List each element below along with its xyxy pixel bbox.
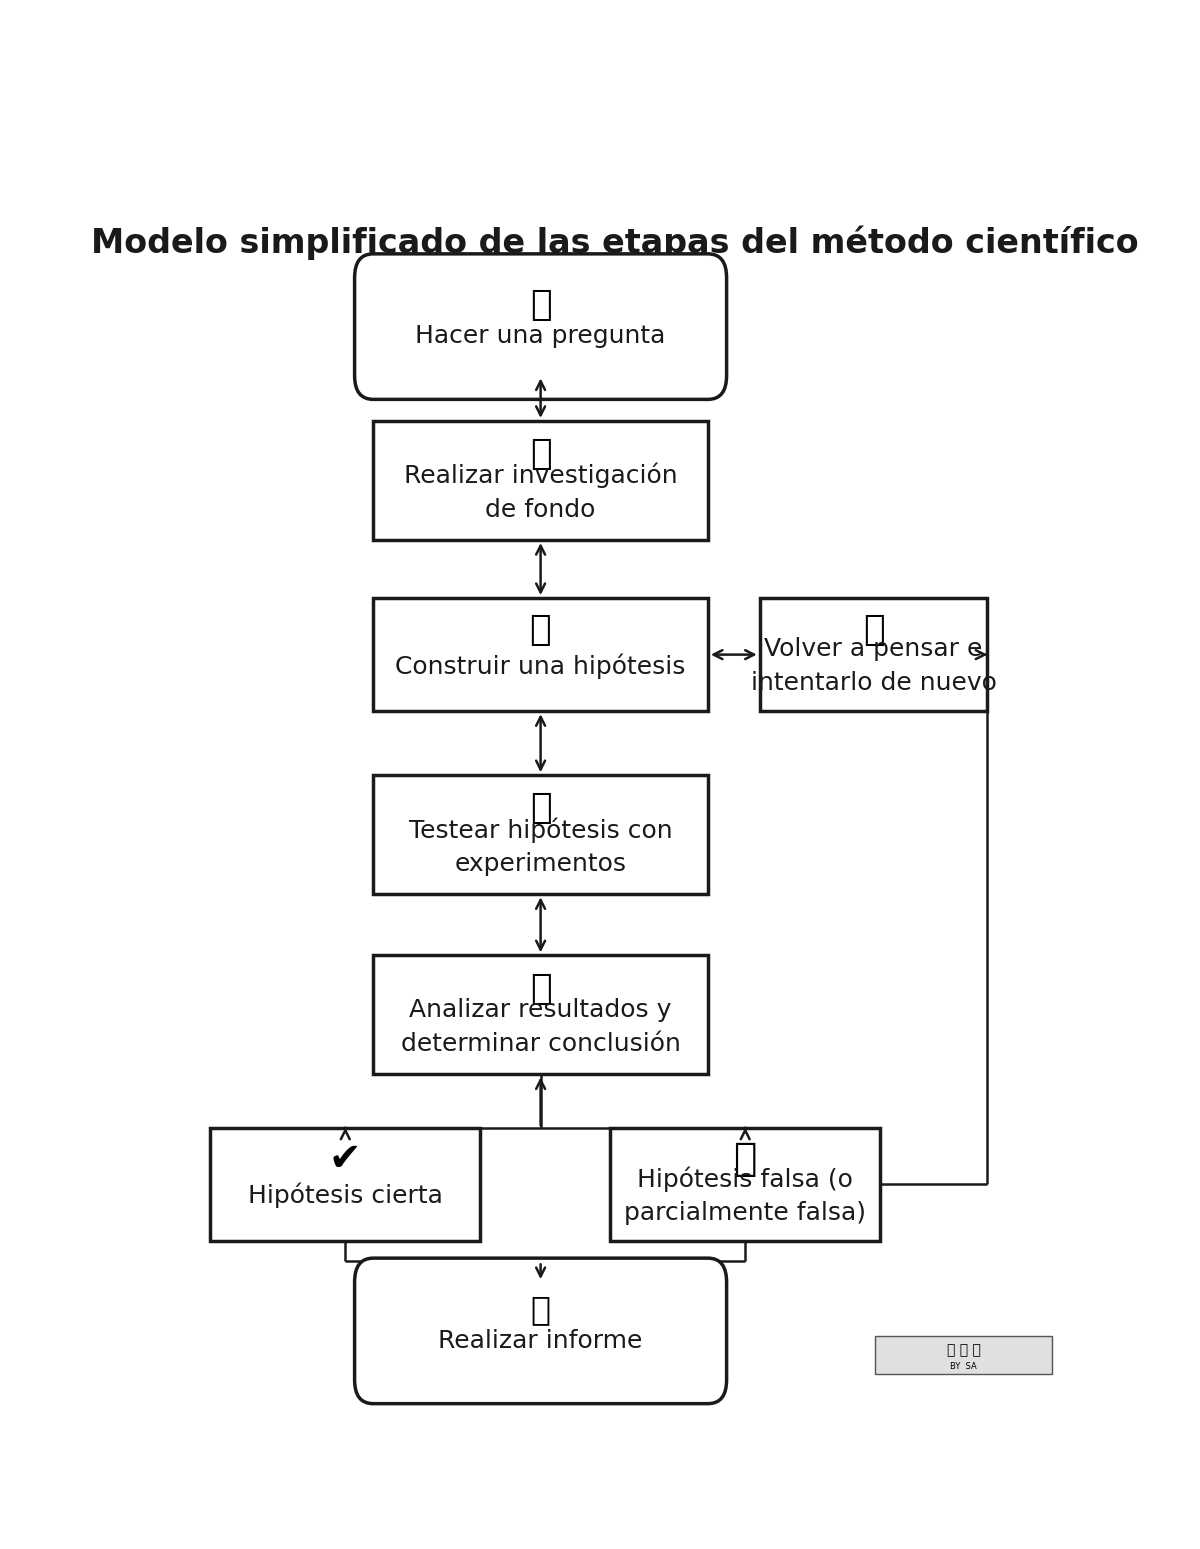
Text: Testear hipótesis con
experimentos: Testear hipótesis con experimentos [409, 818, 672, 877]
Text: Ⓒ Ⓘ Ⓜ: Ⓒ Ⓘ Ⓜ [947, 1343, 980, 1357]
FancyBboxPatch shape [611, 1128, 880, 1241]
Text: 🚀: 🚀 [529, 792, 552, 826]
FancyBboxPatch shape [355, 254, 727, 400]
Text: ✔️: ✔️ [329, 1140, 361, 1179]
Text: BY  SA: BY SA [950, 1362, 977, 1371]
Text: Analizar resultados y
determinar conclusión: Analizar resultados y determinar conclus… [401, 998, 680, 1055]
Text: 📚: 📚 [529, 437, 552, 471]
Text: Hipótesis cierta: Hipótesis cierta [248, 1183, 443, 1208]
FancyBboxPatch shape [373, 956, 708, 1075]
Text: 💡: 💡 [529, 971, 552, 1005]
Text: Construir una hipótesis: Construir una hipótesis [396, 654, 685, 678]
Text: ❌: ❌ [733, 1140, 757, 1179]
FancyBboxPatch shape [355, 1258, 727, 1403]
Text: Modelo simplificado de las etapas del método científico: Modelo simplificado de las etapas del mé… [91, 226, 1139, 260]
Text: 📋: 📋 [530, 1293, 551, 1326]
FancyBboxPatch shape [210, 1128, 480, 1241]
Text: 🧠: 🧠 [863, 613, 884, 646]
FancyBboxPatch shape [876, 1335, 1052, 1374]
FancyBboxPatch shape [373, 598, 708, 711]
Text: 🖊️: 🖊️ [529, 613, 552, 646]
Text: Hipótesis falsa (o
parcialmente falsa): Hipótesis falsa (o parcialmente falsa) [624, 1166, 866, 1225]
FancyBboxPatch shape [760, 598, 988, 711]
Text: Realizar investigación
de fondo: Realizar investigación de fondo [403, 463, 678, 522]
Text: Volver a pensar e
intentarlo de nuevo: Volver a pensar e intentarlo de nuevo [751, 637, 996, 694]
Text: Hacer una pregunta: Hacer una pregunta [415, 324, 666, 349]
Text: ❓: ❓ [529, 288, 552, 322]
FancyBboxPatch shape [373, 774, 708, 894]
Text: Realizar informe: Realizar informe [438, 1329, 643, 1352]
FancyBboxPatch shape [373, 421, 708, 541]
